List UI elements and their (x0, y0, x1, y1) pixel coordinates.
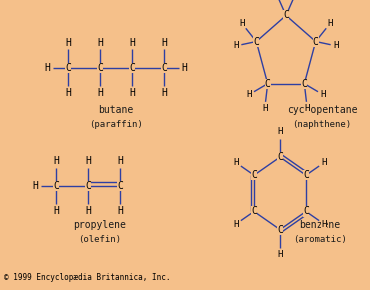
Text: C: C (251, 206, 257, 216)
Text: H: H (85, 156, 91, 166)
Text: H: H (262, 104, 268, 113)
Text: C: C (313, 37, 319, 46)
Text: H: H (53, 156, 59, 166)
Text: © 1999 Encyclopædia Britannica, Inc.: © 1999 Encyclopædia Britannica, Inc. (4, 273, 171, 282)
Text: butane: butane (98, 105, 134, 115)
Text: H: H (85, 206, 91, 216)
Text: C: C (85, 181, 91, 191)
Text: H: H (305, 104, 310, 113)
Text: C: C (253, 37, 259, 46)
Text: C: C (161, 63, 167, 73)
Text: H: H (182, 63, 188, 73)
Text: C: C (97, 63, 103, 73)
Text: H: H (117, 156, 123, 166)
Text: H: H (233, 41, 239, 50)
Text: H: H (53, 206, 59, 216)
Text: C: C (251, 170, 257, 180)
Text: H: H (65, 88, 71, 98)
Text: C: C (129, 63, 135, 73)
Text: H: H (233, 158, 239, 167)
Text: H: H (277, 250, 283, 259)
Text: H: H (321, 158, 327, 167)
Text: (olefin): (olefin) (78, 235, 121, 244)
Text: H: H (65, 37, 71, 48)
Text: H: H (277, 127, 283, 137)
Text: C: C (303, 170, 309, 180)
Text: H: H (246, 90, 252, 99)
Text: H: H (44, 63, 50, 73)
Text: H: H (327, 19, 333, 28)
Text: H: H (161, 37, 167, 48)
Text: H: H (117, 206, 123, 216)
Text: H: H (129, 37, 135, 48)
Text: H: H (97, 88, 103, 98)
Text: H: H (161, 88, 167, 98)
Text: cyclopentane: cyclopentane (287, 105, 357, 115)
Text: H: H (333, 41, 339, 50)
Text: C: C (277, 152, 283, 162)
Text: C: C (53, 181, 59, 191)
Text: H: H (239, 19, 245, 28)
Text: C: C (302, 79, 307, 89)
Text: (naphthene): (naphthene) (292, 120, 352, 129)
Text: H: H (320, 90, 326, 99)
Text: (aromatic): (aromatic) (293, 235, 347, 244)
Text: H: H (32, 181, 38, 191)
Text: C: C (117, 181, 123, 191)
Text: C: C (277, 224, 283, 235)
Text: C: C (303, 206, 309, 216)
Text: C: C (65, 63, 71, 73)
Text: propylene: propylene (74, 220, 127, 230)
Text: H: H (321, 220, 327, 229)
Text: H: H (129, 88, 135, 98)
Text: H: H (233, 220, 239, 229)
Text: (paraffin): (paraffin) (89, 120, 143, 129)
Text: C: C (265, 79, 270, 89)
Text: benzene: benzene (299, 220, 340, 230)
Text: H: H (97, 37, 103, 48)
Text: C: C (283, 10, 289, 21)
